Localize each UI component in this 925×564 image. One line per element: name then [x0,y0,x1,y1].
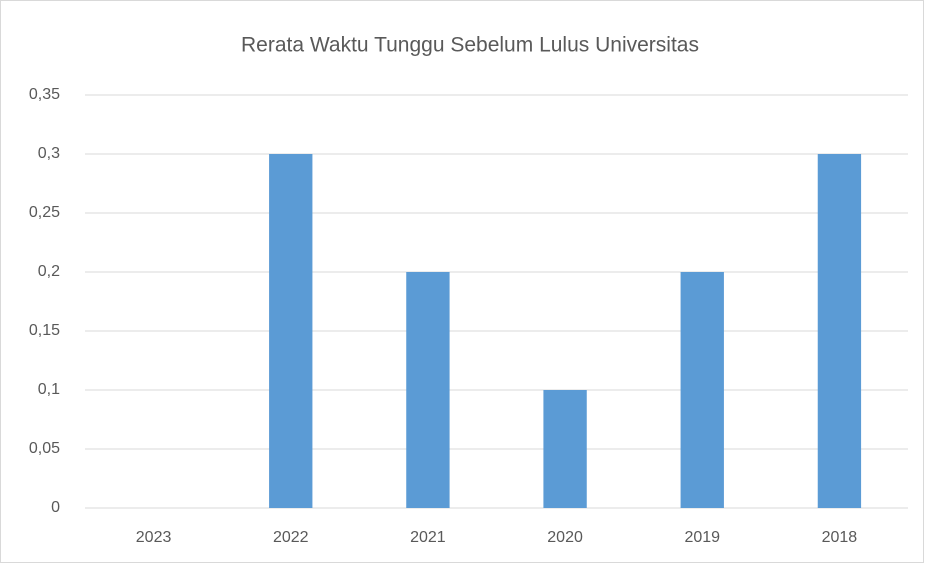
x-tick-label: 2020 [547,529,583,546]
y-tick-label: 0 [51,499,60,516]
bar [406,272,450,508]
y-tick-label: 0,35 [29,86,60,103]
x-tick-label: 2021 [410,529,446,546]
y-tick-label: 0,05 [29,440,60,457]
x-tick-label: 2019 [684,529,720,546]
bar [543,390,587,508]
chart-title: Rerata Waktu Tunggu Sebelum Lulus Univer… [241,34,699,57]
x-tick-label: 2022 [273,529,309,546]
y-tick-label: 0,15 [29,322,60,339]
bar [680,272,724,508]
x-tick-label: 2018 [822,529,858,546]
bar [817,154,862,508]
y-tick-label: 0,25 [29,204,60,221]
y-tick-label: 0,2 [38,263,60,280]
y-tick-label: 0,3 [38,145,60,162]
bar [269,154,313,508]
x-tick-label: 2023 [136,529,172,546]
y-tick-label: 0,1 [38,381,60,398]
